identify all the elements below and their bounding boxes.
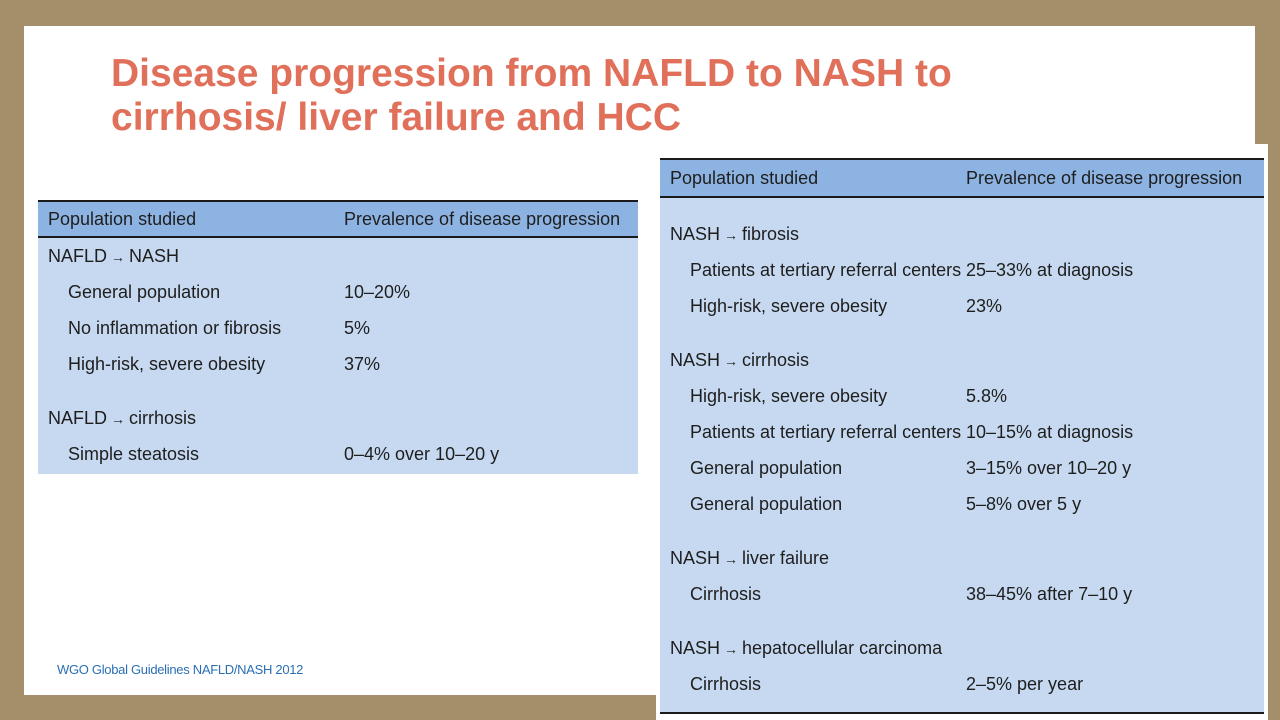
prevalence-cell: 10–20% [344,281,411,302]
table-row: General population 10–20% [38,274,638,310]
group-label: NASH → cirrhosis [670,349,810,370]
prevalence-cell: 3–15% over 10–20 y [966,457,1132,478]
slide-title: Disease progression from NAFLD to NASH t… [111,52,952,139]
population-cell: Patients at tertiary referral centers [690,259,962,280]
group-label: NASH → hepatocellular carcinoma [670,637,943,658]
population-cell: General population [68,281,221,302]
population-cell: Cirrhosis [690,673,762,694]
group-row: NAFLD → cirrhosis [38,400,638,436]
arrow-icon: → [111,248,126,265]
arrow-icon: → [724,352,739,369]
population-cell: High-risk, severe obesity [68,353,266,374]
group-row: NASH → liver failure [660,540,1264,576]
population-cell: High-risk, severe obesity [690,385,888,406]
table-row: High-risk, severe obesity 37% [38,346,638,382]
prevalence-cell: 5.8% [966,385,1008,406]
table-row: General population 5–8% over 5 y [660,486,1264,522]
prevalence-cell: 23% [966,295,1003,316]
prevalence-cell: 10–15% at diagnosis [966,421,1134,442]
population-cell: Patients at tertiary referral centers [690,421,962,442]
table-bottom-rule [660,712,1264,714]
header-population: Population studied [48,208,197,229]
source-footnote: WGO Global Guidelines NAFLD/NASH 2012 [57,662,304,677]
group-label: NAFLD → NASH [48,245,180,266]
group-label: NAFLD → cirrhosis [48,407,197,428]
table-row: Cirrhosis 38–45% after 7–10 y [660,576,1264,612]
arrow-icon: → [111,410,126,427]
arrow-icon: → [724,640,739,657]
table-header: Population studied Prevalence of disease… [660,158,1264,198]
table-header: Population studied Prevalence of disease… [38,200,638,238]
prevalence-cell: 5% [344,317,371,338]
prevalence-cell: 2–5% per year [966,673,1084,694]
group-row: NASH → hepatocellular carcinoma [660,630,1264,666]
population-cell: General population [690,457,843,478]
arrow-icon: → [724,226,739,243]
header-population: Population studied [670,167,819,188]
table-row: Simple steatosis 0–4% over 10–20 y [38,436,638,472]
prevalence-cell: 0–4% over 10–20 y [344,443,500,464]
progression-table-nafld: Population studied Prevalence of disease… [38,200,638,474]
prevalence-cell: 25–33% at diagnosis [966,259,1134,280]
group-label: NASH → liver failure [670,547,830,568]
group-row: NAFLD → NASH [38,238,638,274]
prevalence-cell: 5–8% over 5 y [966,493,1082,514]
table-row: Patients at tertiary referral centers 25… [660,252,1264,288]
population-cell: No inflammation or fibrosis [68,317,282,338]
population-cell: High-risk, severe obesity [690,295,888,316]
table-body: Population studied Prevalence of disease… [660,158,1264,714]
arrow-icon: → [724,550,739,567]
table-row: No inflammation or fibrosis 5% [38,310,638,346]
population-cell: Simple steatosis [68,443,200,464]
progression-table-nash: Population studied Prevalence of disease… [656,144,1268,720]
table-row: Cirrhosis 2–5% per year [660,666,1264,702]
population-cell: Cirrhosis [690,583,762,604]
table-row: High-risk, severe obesity 5.8% [660,378,1264,414]
population-cell: General population [690,493,843,514]
header-prevalence: Prevalence of disease progression [344,208,621,229]
table-row: High-risk, severe obesity 23% [660,288,1264,324]
group-label: NASH → fibrosis [670,223,800,244]
table-row: Patients at tertiary referral centers 10… [660,414,1264,450]
header-prevalence: Prevalence of disease progression [966,167,1243,188]
prevalence-cell: 38–45% after 7–10 y [966,583,1133,604]
group-row: NASH → cirrhosis [660,342,1264,378]
table-row: General population 3–15% over 10–20 y [660,450,1264,486]
prevalence-cell: 37% [344,353,381,374]
group-row: NASH → fibrosis [660,216,1264,252]
